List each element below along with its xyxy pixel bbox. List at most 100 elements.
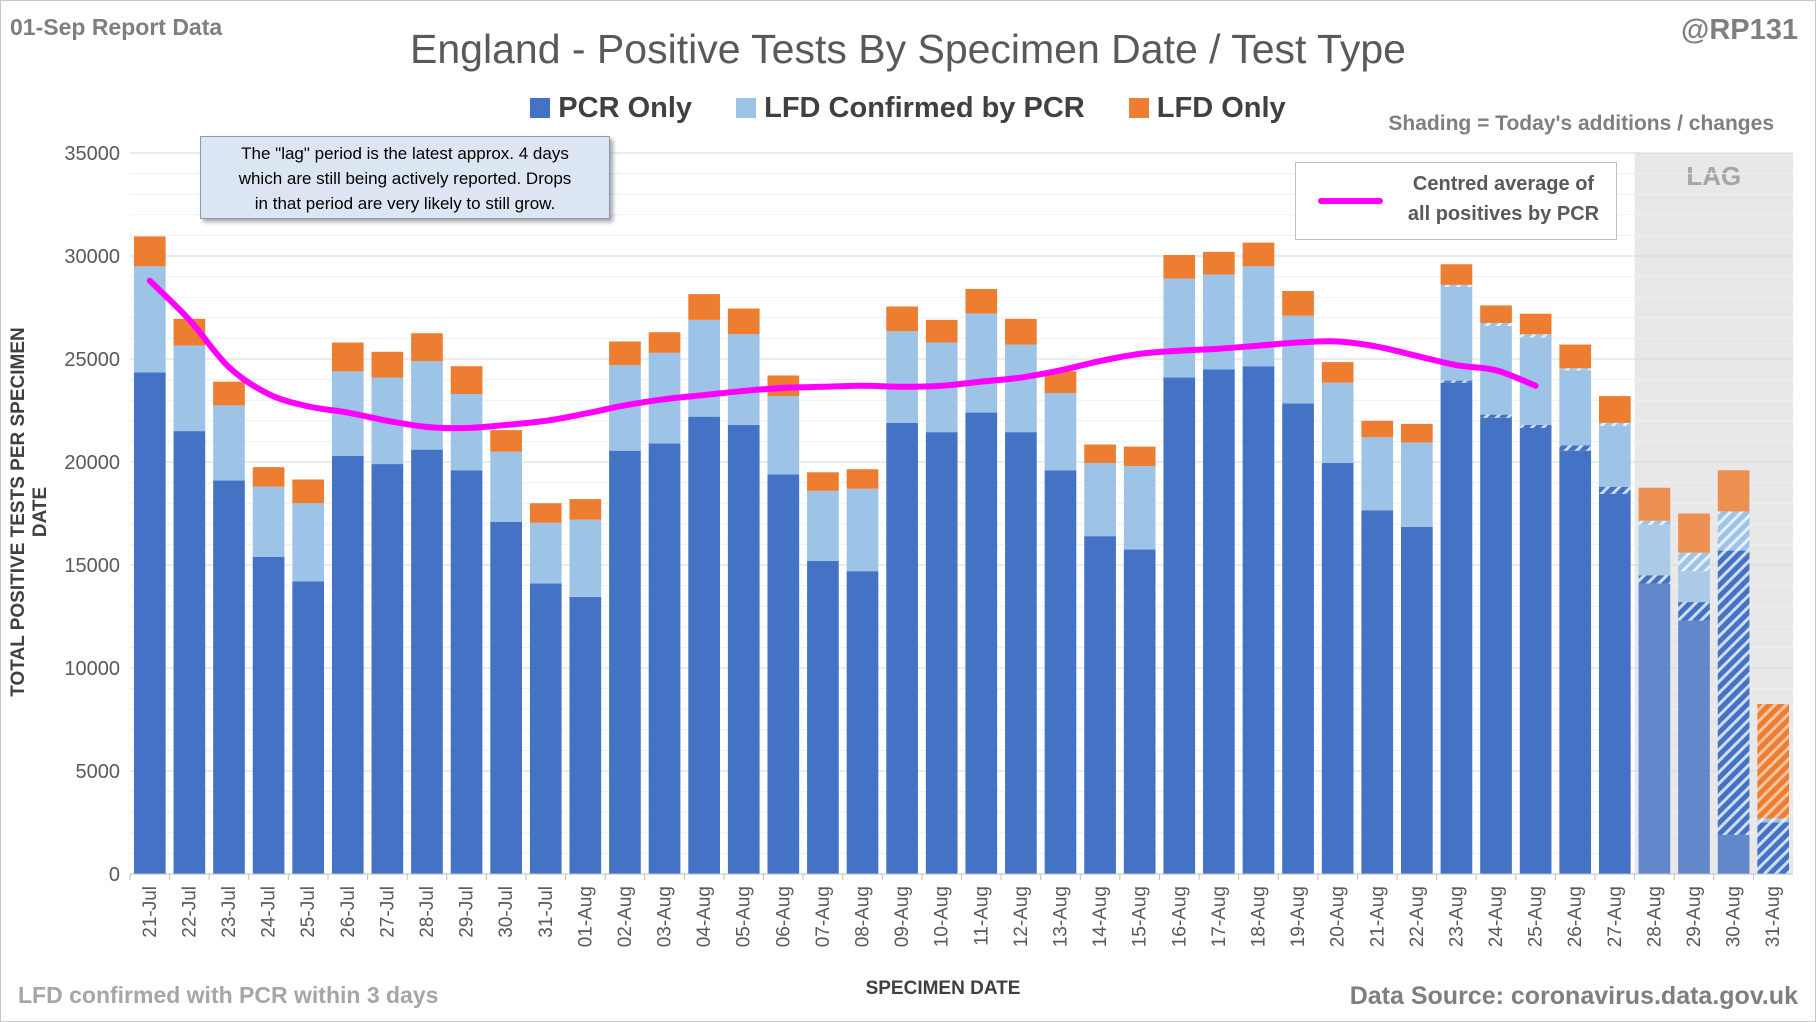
bar-segment	[411, 361, 443, 450]
x-tick-label: 25-Jul	[298, 886, 319, 938]
x-tick-label: 12-Aug	[1011, 886, 1032, 947]
bar-segment	[1163, 377, 1196, 874]
bar-segment	[1361, 437, 1394, 511]
y-tick-label: 35000	[64, 143, 120, 165]
bar-segment	[1321, 362, 1354, 383]
bar-segment	[1440, 284, 1473, 287]
bar-segment	[1678, 571, 1710, 603]
legend-swatch	[1128, 98, 1149, 118]
x-tick-label: 21-Aug	[1367, 886, 1388, 947]
x-tick-label: 09-Aug	[892, 886, 913, 947]
bar-segment	[1242, 366, 1275, 874]
bar-segment	[1361, 420, 1394, 438]
x-tick-label: 04-Aug	[694, 886, 715, 947]
y-tick-label: 20000	[64, 452, 120, 474]
bar-segment	[609, 341, 641, 366]
bar-segment	[292, 503, 325, 582]
bar-segment	[1638, 487, 1671, 521]
bar-segment	[1123, 446, 1156, 467]
bar-segment	[1678, 620, 1710, 874]
legend-item-lfd-confirmed: LFD Confirmed by PCR	[736, 92, 1085, 125]
bar-segment	[727, 308, 760, 335]
bar-segment	[1598, 486, 1631, 494]
bar-segment	[965, 412, 998, 874]
bar-segment	[1598, 422, 1631, 426]
x-tick-label: 23-Aug	[1446, 886, 1467, 947]
x-tick-label: 27-Jul	[377, 886, 398, 938]
bar-segment	[1598, 425, 1631, 487]
bar-segment	[490, 451, 522, 522]
bar-segment	[1084, 444, 1116, 464]
bar-segment	[807, 490, 839, 561]
bar-segment	[1282, 291, 1314, 316]
x-tick-label: 14-Aug	[1090, 886, 1111, 947]
bar-segment	[965, 288, 998, 314]
footnote-lfd: LFD confirmed with PCR within 3 days	[18, 982, 439, 1008]
bar-segment	[1638, 524, 1671, 576]
bar-segment	[1044, 470, 1077, 874]
bar-segment	[1559, 344, 1592, 369]
average-line-label: Centred average of all positives by PCR	[1401, 169, 1606, 229]
bar-segment	[1598, 396, 1631, 423]
bar-segment	[807, 560, 839, 874]
bar-segment	[1638, 575, 1671, 584]
bar-segment	[173, 431, 206, 874]
author-handle: @RP131	[1681, 14, 1798, 46]
bar-segment	[490, 521, 522, 874]
bar-segment	[1123, 549, 1156, 874]
bar-segment	[1638, 520, 1671, 525]
y-tick-label: 15000	[64, 555, 120, 577]
average-line-swatch	[1318, 198, 1383, 204]
x-axis-label: SPECIMEN DATE	[865, 978, 1021, 999]
bar-segment	[1678, 602, 1710, 621]
bar-segment	[529, 503, 562, 523]
bar-segment	[886, 422, 918, 874]
x-tick-label: 26-Aug	[1565, 886, 1586, 947]
bar-segment	[1440, 382, 1473, 874]
bar-segment	[886, 306, 918, 332]
bar-segment	[1282, 403, 1314, 874]
bar-segment	[1717, 470, 1750, 512]
bar-segment	[450, 470, 483, 874]
y-axis-label: TOTAL POSITIVE TESTS PER SPECIMEN DATE	[8, 327, 51, 697]
bar-segment	[1480, 417, 1512, 874]
bar-segment	[1480, 414, 1512, 418]
x-tick-label: 18-Aug	[1248, 886, 1269, 947]
bar-segment	[648, 443, 681, 874]
bar-segment	[846, 488, 879, 572]
report-date-label: 01-Sep Report Data	[10, 14, 223, 40]
x-tick-label: 28-Jul	[417, 886, 438, 938]
x-tick-label: 19-Aug	[1288, 886, 1309, 947]
bar-segment	[1559, 450, 1592, 874]
bar-segment	[569, 499, 602, 520]
x-tick-label: 15-Aug	[1130, 886, 1151, 947]
bar-segment	[569, 519, 602, 597]
bar-segment	[1005, 432, 1037, 874]
legend-swatch	[530, 98, 551, 118]
legend-item-pcr-only: PCR Only	[530, 92, 692, 125]
bar-segment	[1282, 315, 1314, 404]
legend-swatch	[736, 98, 757, 118]
bar-segment	[1005, 344, 1037, 433]
bar-segment	[886, 331, 918, 423]
bar-segment	[1123, 466, 1156, 550]
bar-segment	[1519, 334, 1552, 338]
bar-segment	[252, 556, 285, 874]
lag-annotation-box: The "lag" period is the latest approx. 4…	[200, 136, 610, 219]
bar-segment	[1401, 423, 1433, 443]
x-tick-label: 27-Aug	[1605, 886, 1626, 947]
legend-label: PCR Only	[558, 92, 693, 124]
bar-segment	[450, 366, 483, 395]
bar-segment	[1242, 242, 1275, 267]
x-tick-label: 03-Aug	[655, 886, 676, 947]
bar-segment	[173, 345, 206, 432]
bar-segment	[1440, 264, 1473, 285]
bar-segment	[846, 571, 879, 874]
bar-segment	[1361, 510, 1394, 874]
bar-segment	[1757, 818, 1790, 823]
x-tick-label: 31-Aug	[1763, 886, 1784, 947]
bar-segment	[490, 430, 522, 452]
bar-segment	[331, 455, 364, 874]
bar-segment	[688, 416, 720, 874]
legend-label: LFD Only	[1156, 92, 1286, 124]
